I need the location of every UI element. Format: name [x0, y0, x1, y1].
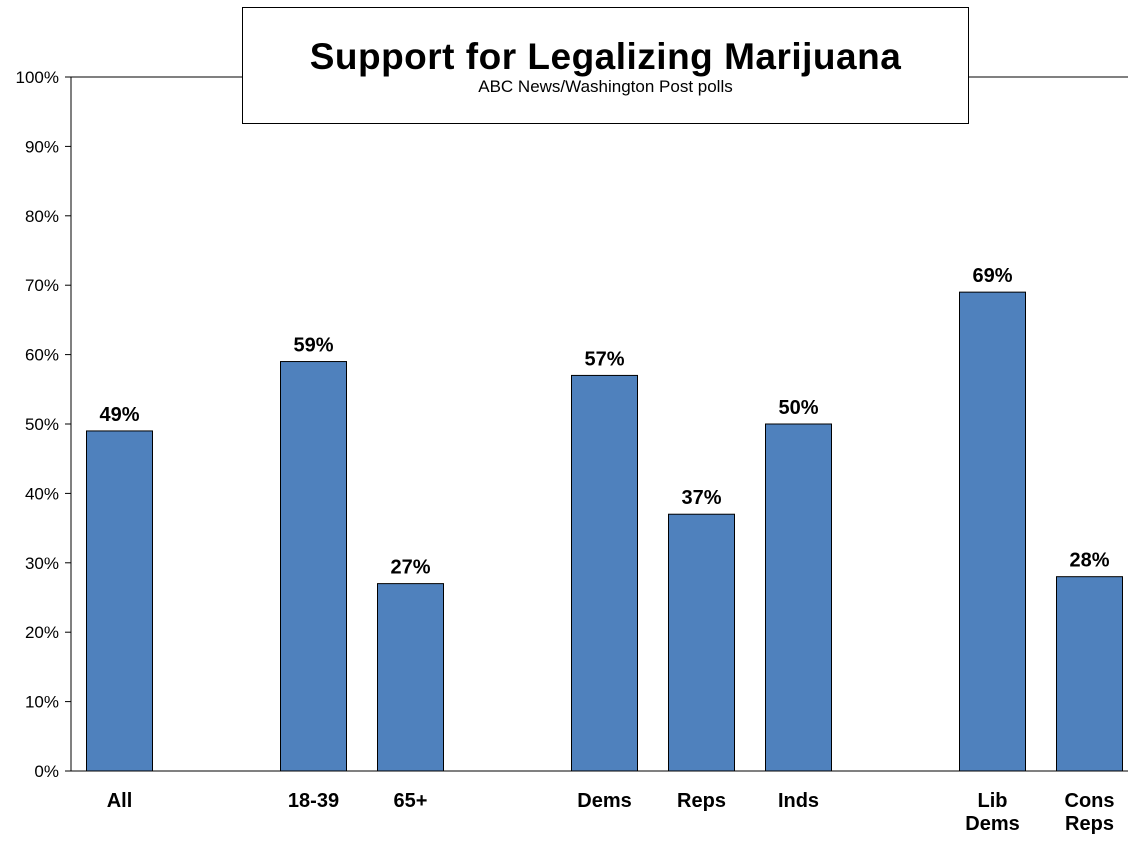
chart-subtitle: ABC News/Washington Post polls: [478, 77, 733, 96]
x-tick-label: Inds: [778, 790, 819, 812]
y-tick-label: 50%: [25, 415, 59, 434]
bar: [765, 423, 832, 772]
data-label: 50%: [778, 397, 818, 419]
x-tick-label: All: [107, 790, 133, 812]
chart-title: Support for Legalizing Marijuana: [309, 36, 902, 77]
x-tick-label: Reps: [677, 790, 726, 812]
x-tick-label: 65+: [394, 790, 428, 812]
y-tick-label: 60%: [25, 346, 59, 365]
y-tick-label: 0%: [34, 762, 59, 781]
bar: [571, 374, 638, 772]
data-label: 69%: [972, 265, 1012, 287]
x-tick-label: Lib: [978, 790, 1008, 812]
y-tick-label: 40%: [25, 484, 59, 503]
bar: [280, 361, 347, 772]
y-tick-label: 10%: [25, 693, 59, 712]
data-label: 57%: [584, 348, 624, 370]
data-label: 28%: [1069, 550, 1109, 572]
chart-title-box: Support for Legalizing Marijuana ABC New…: [242, 7, 969, 124]
data-label: 27%: [390, 557, 430, 579]
data-label: 59%: [293, 335, 333, 357]
x-tick-label: Cons: [1065, 790, 1115, 812]
y-tick-label: 90%: [25, 137, 59, 156]
y-tick-label: 30%: [25, 554, 59, 573]
y-tick-label: 100%: [16, 68, 59, 87]
bar: [668, 513, 735, 772]
bar: [86, 430, 153, 772]
y-tick-label: 70%: [25, 276, 59, 295]
data-label: 37%: [681, 487, 721, 509]
x-tick-label: Reps: [1065, 813, 1114, 835]
bar: [377, 583, 444, 772]
x-tick-label: Dems: [965, 813, 1019, 835]
bar: [959, 291, 1026, 772]
y-tick-label: 20%: [25, 623, 59, 642]
y-tick-label: 80%: [25, 207, 59, 226]
x-tick-label: Dems: [577, 790, 631, 812]
data-label: 49%: [99, 404, 139, 426]
x-tick-label: 18-39: [288, 790, 339, 812]
bar: [1056, 576, 1123, 772]
